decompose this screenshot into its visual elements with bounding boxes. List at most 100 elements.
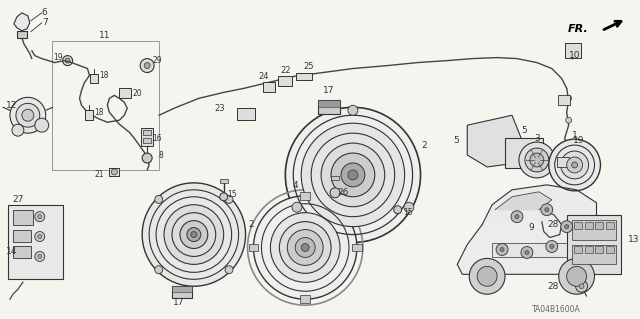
Bar <box>607 247 614 254</box>
Text: 13: 13 <box>628 235 640 244</box>
Text: 18: 18 <box>95 108 104 117</box>
Circle shape <box>545 208 548 212</box>
Circle shape <box>511 211 523 223</box>
Circle shape <box>496 243 508 256</box>
Circle shape <box>541 204 553 216</box>
Circle shape <box>559 258 595 294</box>
Text: 4: 4 <box>292 181 298 190</box>
Circle shape <box>164 205 224 264</box>
Circle shape <box>566 162 572 168</box>
Text: 28: 28 <box>547 220 559 229</box>
Bar <box>505 138 543 168</box>
Text: 17: 17 <box>323 86 335 95</box>
Circle shape <box>404 202 414 212</box>
Text: 18: 18 <box>100 71 109 80</box>
Circle shape <box>180 221 208 249</box>
Text: 10: 10 <box>569 51 580 60</box>
Circle shape <box>330 188 340 198</box>
Bar <box>143 138 151 143</box>
Bar <box>13 230 31 241</box>
Bar <box>492 242 582 257</box>
Text: 22: 22 <box>280 66 291 75</box>
Circle shape <box>38 215 42 219</box>
Text: TA04B1600A: TA04B1600A <box>532 305 581 314</box>
Polygon shape <box>482 185 596 225</box>
Bar <box>220 179 228 183</box>
Bar <box>13 210 33 225</box>
Circle shape <box>225 266 233 274</box>
Text: 24: 24 <box>258 72 269 81</box>
Circle shape <box>564 225 569 229</box>
Circle shape <box>35 232 45 241</box>
Circle shape <box>477 266 497 286</box>
Circle shape <box>321 143 385 207</box>
Text: 21: 21 <box>95 170 104 179</box>
Text: 11: 11 <box>99 31 110 40</box>
Bar <box>564 43 580 58</box>
Circle shape <box>348 105 358 115</box>
Text: 1: 1 <box>572 131 577 140</box>
Circle shape <box>546 241 557 252</box>
Text: 20: 20 <box>132 89 142 98</box>
Bar <box>607 222 614 229</box>
Circle shape <box>22 109 34 121</box>
Text: 28: 28 <box>547 282 559 291</box>
Text: 29: 29 <box>152 56 162 65</box>
Circle shape <box>301 123 404 226</box>
Bar <box>237 108 255 120</box>
Circle shape <box>500 248 504 251</box>
Circle shape <box>142 153 152 163</box>
Circle shape <box>111 169 117 175</box>
Circle shape <box>525 148 548 172</box>
Bar <box>557 157 569 167</box>
Circle shape <box>191 232 197 238</box>
Circle shape <box>38 255 42 258</box>
Circle shape <box>566 117 572 123</box>
Circle shape <box>331 153 375 197</box>
Circle shape <box>295 238 315 257</box>
Text: 3: 3 <box>534 134 540 143</box>
Circle shape <box>38 234 42 239</box>
Text: 12: 12 <box>6 101 18 110</box>
Text: 26: 26 <box>337 188 349 197</box>
Circle shape <box>292 202 302 212</box>
Bar <box>278 77 292 86</box>
Text: 5: 5 <box>521 126 527 135</box>
Circle shape <box>187 227 201 241</box>
Circle shape <box>341 163 365 187</box>
Circle shape <box>469 258 505 294</box>
Bar <box>595 222 604 229</box>
Bar <box>248 243 259 251</box>
Bar <box>13 247 31 258</box>
Circle shape <box>279 222 331 273</box>
Bar <box>300 192 310 200</box>
Text: 23: 23 <box>214 104 225 113</box>
Circle shape <box>348 170 358 180</box>
Text: 7: 7 <box>42 18 47 27</box>
Bar <box>119 88 131 98</box>
Circle shape <box>35 118 49 132</box>
Text: 2: 2 <box>249 220 254 229</box>
Circle shape <box>10 97 45 133</box>
Bar <box>141 128 153 146</box>
Circle shape <box>394 206 402 214</box>
Circle shape <box>566 157 582 173</box>
Bar <box>595 247 604 254</box>
Polygon shape <box>495 192 552 210</box>
Circle shape <box>519 142 555 178</box>
Circle shape <box>530 153 544 167</box>
Text: 5: 5 <box>454 136 460 145</box>
Text: 16: 16 <box>152 134 162 143</box>
Bar <box>572 220 616 240</box>
Circle shape <box>521 247 533 258</box>
Bar <box>352 243 362 251</box>
Circle shape <box>548 139 600 191</box>
Bar <box>573 247 582 254</box>
Bar <box>52 41 159 170</box>
Bar <box>566 215 621 274</box>
Text: 19: 19 <box>53 53 63 62</box>
Circle shape <box>220 193 228 201</box>
Text: 8: 8 <box>159 151 163 160</box>
Circle shape <box>575 280 588 292</box>
Circle shape <box>63 56 72 65</box>
